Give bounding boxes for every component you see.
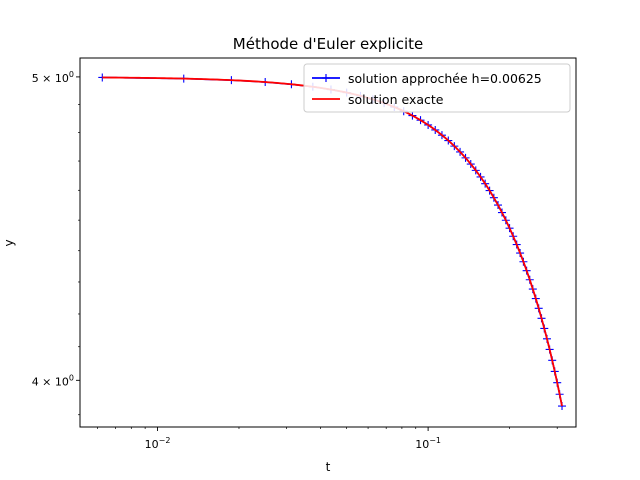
y-axis-label: y bbox=[2, 239, 16, 246]
y-axis-ticks: 4 × 100 5 × 100 bbox=[32, 70, 80, 416]
legend: solution approchée h=0.00625 solution exa… bbox=[303, 63, 571, 113]
legend-marker bbox=[322, 74, 330, 82]
x-axis-label: t bbox=[326, 460, 331, 474]
chart-title: Méthode d'Euler explicite bbox=[233, 35, 423, 53]
legend-label: solution exacte bbox=[348, 92, 444, 107]
y-tick-label: 4 × 100 bbox=[32, 373, 74, 388]
legend-box bbox=[303, 63, 571, 113]
x-tick-label: 10−1 bbox=[415, 436, 441, 451]
y-tick-label: 5 × 100 bbox=[32, 70, 74, 85]
plot-frame bbox=[79, 57, 577, 428]
legend-label: solution approchée h=0.00625 bbox=[348, 71, 542, 86]
x-tick-label: 10−2 bbox=[145, 436, 171, 451]
